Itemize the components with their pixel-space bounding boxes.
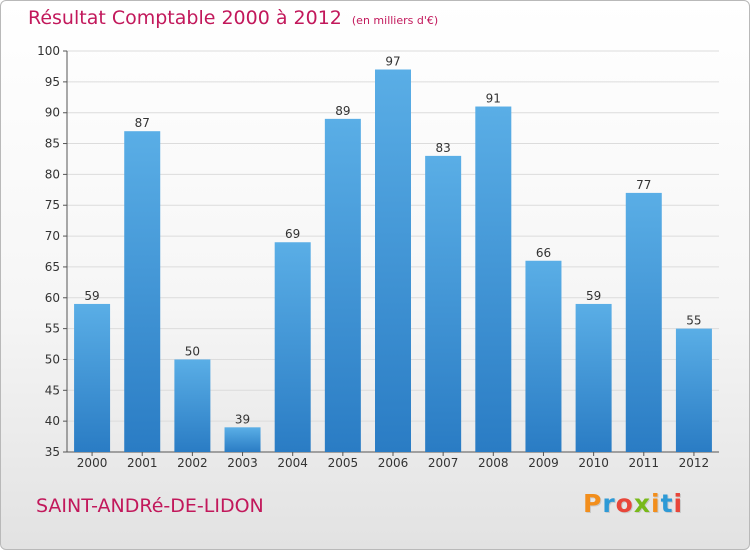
x-tick-label-2012: 2012	[679, 456, 710, 470]
y-tick-label: 80	[45, 167, 60, 181]
y-tick-label: 40	[45, 414, 60, 428]
y-tick-label: 95	[45, 75, 60, 89]
bar-2007	[425, 155, 462, 452]
logo-letter: i	[651, 489, 661, 518]
proxiti-logo[interactable]: Proxiti	[583, 489, 683, 518]
data-label-2011: 77	[636, 178, 651, 192]
logo-letter: P	[583, 489, 603, 518]
data-label-2008: 91	[486, 92, 501, 106]
bar-2006	[375, 69, 411, 452]
data-label-2009: 66	[536, 246, 551, 260]
data-label-2005: 89	[335, 104, 350, 118]
logo-letter: t	[660, 489, 674, 518]
logo-letter: i	[673, 489, 684, 518]
x-tick-label-2011: 2011	[628, 456, 659, 470]
bar-2005	[324, 118, 361, 452]
y-tick-label: 50	[45, 352, 60, 366]
logo-letter: r	[602, 489, 616, 518]
bar-2008	[475, 106, 512, 453]
data-label-2001: 87	[135, 116, 150, 130]
x-tick-label-2007: 2007	[428, 456, 459, 470]
y-axis-ticks: 35 40 45 50 55 60 65 70 75 80 85 90 95 100	[37, 44, 67, 459]
bar-2011	[625, 192, 662, 452]
x-tick-label-2009: 2009	[528, 456, 559, 470]
y-tick-label: 65	[45, 260, 60, 274]
x-tick-label-2004: 2004	[277, 456, 308, 470]
bar-2001	[124, 131, 161, 452]
logo-letter: o	[615, 489, 634, 518]
logo-letter: x	[633, 489, 651, 518]
y-tick-label: 55	[45, 322, 60, 336]
bar-2012	[675, 328, 712, 452]
bars	[74, 69, 712, 453]
data-label-2004: 69	[285, 227, 300, 241]
bar-2004	[274, 242, 311, 452]
bar-2000	[74, 303, 111, 452]
bar-2002	[174, 359, 211, 452]
bar-2009	[525, 260, 562, 452]
data-label-2010: 59	[586, 289, 601, 303]
y-tick-label: 45	[45, 383, 60, 397]
data-label-2006: 97	[385, 55, 400, 69]
chart-title: Résultat Comptable 2000 à 2012 (en millie…	[28, 7, 438, 29]
y-tick-label: 35	[45, 445, 60, 459]
x-tick-label-2002: 2002	[177, 456, 208, 470]
x-tick-label-2000: 2000	[77, 456, 108, 470]
data-label-2007: 83	[436, 141, 451, 155]
chart-unit-label: (en milliers d'€)	[351, 14, 439, 27]
bar-2003	[224, 427, 261, 452]
x-tick-label-2008: 2008	[478, 456, 509, 470]
x-tick-label-2003: 2003	[227, 456, 258, 470]
x-axis-ticks: 2000 2001 2002 2003 2004 2005 2006 2007 2008 2009…	[77, 452, 709, 470]
bar-2010	[575, 303, 612, 452]
y-tick-label: 100	[37, 44, 60, 58]
y-tick-label: 75	[45, 198, 60, 212]
x-tick-label-2005: 2005	[328, 456, 359, 470]
y-tick-label: 90	[45, 106, 60, 120]
x-tick-label-2006: 2006	[378, 456, 409, 470]
y-tick-label: 85	[45, 137, 60, 151]
data-label-2002: 50	[185, 344, 200, 358]
data-label-2003: 39	[235, 412, 250, 426]
chart-title-text: Résultat Comptable 2000 à 2012	[28, 7, 342, 29]
data-label-2000: 59	[84, 289, 99, 303]
data-labels: 59 87 50 39 69 89 97 83 91 66 59 77 55	[84, 55, 701, 427]
x-tick-label-2001: 2001	[127, 456, 158, 470]
y-tick-label: 60	[45, 291, 60, 305]
y-tick-label: 70	[45, 229, 60, 243]
data-label-2012: 55	[686, 314, 701, 328]
commune-name: SAINT-ANDRé-DE-LIDON	[36, 495, 264, 517]
x-tick-label-2010: 2010	[578, 456, 609, 470]
